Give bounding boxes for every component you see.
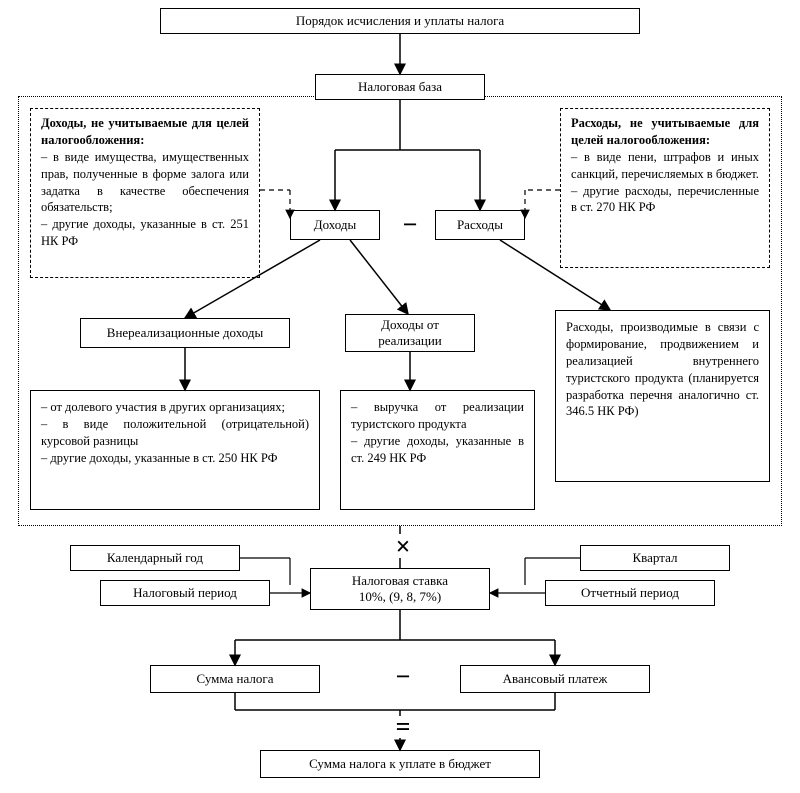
operator-equals: = <box>388 712 418 742</box>
node-excluded-expenses: Расходы, не учитываемые для целей налого… <box>560 108 770 268</box>
excluded-expenses-title: Расходы, не учитываемые для целей налого… <box>571 116 759 147</box>
node-tax-sum: Сумма налога <box>150 665 320 693</box>
tax-rate-line1: Налоговая ставка <box>352 573 448 589</box>
node-title: Порядок исчисления и уплаты налога <box>160 8 640 34</box>
node-tax-period: Налоговый период <box>100 580 270 606</box>
excluded-expenses-body: – в виде пени, штрафов и иных санкций, п… <box>571 150 759 215</box>
node-expenses: Расходы <box>435 210 525 240</box>
node-sales-income: Доходы от реализации <box>345 314 475 352</box>
operator-multiply: × <box>388 532 418 562</box>
node-quarter: Квартал <box>580 545 730 571</box>
node-advance: Авансовый платеж <box>460 665 650 693</box>
node-nonop-detail: – от долевого участия в других организац… <box>30 390 320 510</box>
node-calendar-year: Календарный год <box>70 545 240 571</box>
node-expenses-detail: Расходы, производимые в связи с формиров… <box>555 310 770 482</box>
node-nonop-income: Внереализационные доходы <box>80 318 290 348</box>
excluded-income-body: – в виде имущества, имущественных прав, … <box>41 150 249 248</box>
node-report-period: Отчетный период <box>545 580 715 606</box>
excluded-income-title: Доходы, не учитываемые для целей налогоо… <box>41 116 249 147</box>
node-final: Сумма налога к уплате в бюджет <box>260 750 540 778</box>
node-tax-rate: Налоговая ставка 10%, (9, 8, 7%) <box>310 568 490 610</box>
node-income: Доходы <box>290 210 380 240</box>
tax-rate-line2: 10%, (9, 8, 7%) <box>359 589 441 605</box>
operator-minus-1: − <box>395 210 425 240</box>
node-tax-base: Налоговая база <box>315 74 485 100</box>
node-sales-detail: – выручка от реализации туристского прод… <box>340 390 535 510</box>
operator-minus-2: − <box>388 662 418 692</box>
node-excluded-income: Доходы, не учитываемые для целей налогоо… <box>30 108 260 278</box>
